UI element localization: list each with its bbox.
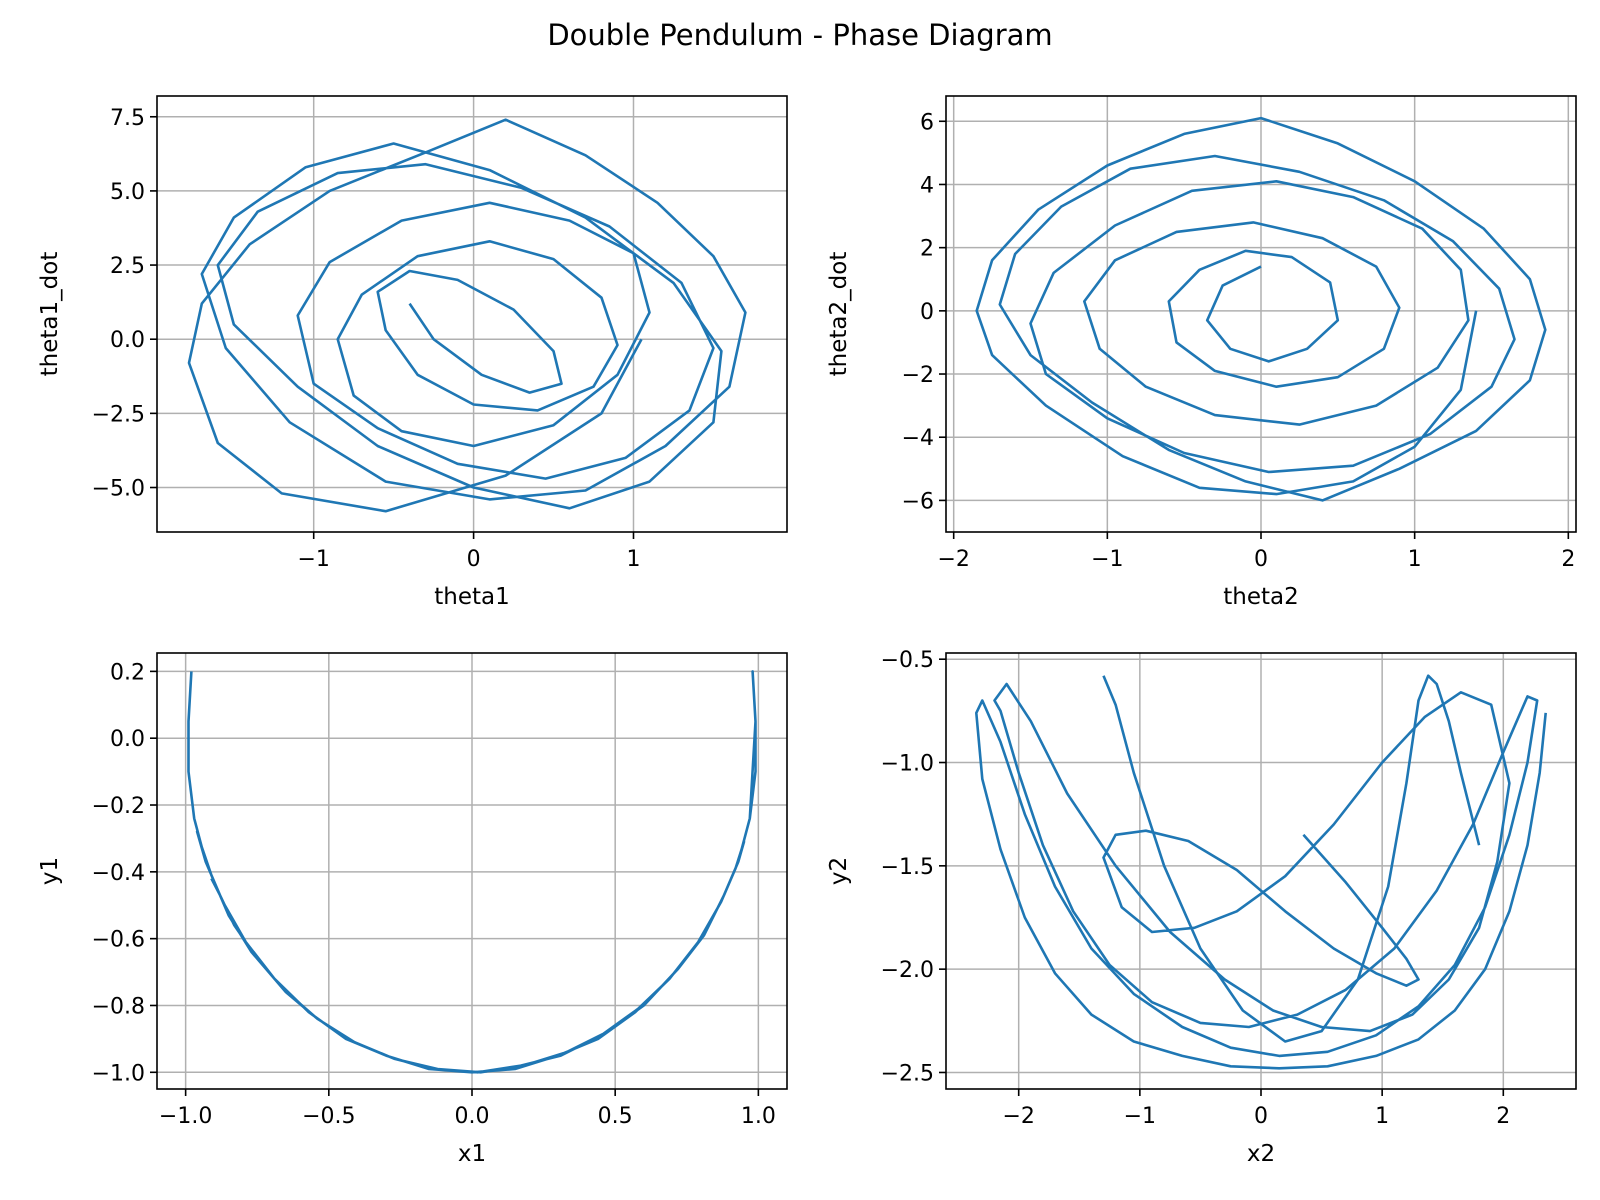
y-tick-label: 6 (920, 110, 934, 135)
series-line (975, 116, 1547, 502)
figure-title: Double Pendulum - Phase Diagram (547, 18, 1053, 52)
y-tick-label: 0.2 (110, 660, 145, 685)
y-tick-label: 2 (920, 237, 934, 262)
y-tick-label: −1.0 (92, 1061, 145, 1086)
y-tick-label: −0.8 (92, 994, 145, 1019)
y-tick-label: −5.0 (92, 477, 145, 502)
x-axis-label: x1 (458, 1141, 486, 1167)
x-tick-label: 1.0 (741, 1104, 776, 1129)
x-tick-label: −1 (297, 547, 329, 572)
y-tick-label: −0.5 (881, 648, 934, 673)
y-tick-label: −1.0 (881, 752, 934, 777)
y-tick-label: 0.0 (110, 727, 145, 752)
series-line (1102, 674, 1481, 1043)
y-tick-label: −2 (902, 363, 934, 388)
x-tick-label: −2 (937, 547, 969, 572)
x-tick-label: 1 (1408, 547, 1422, 572)
x-tick-label: 0.5 (598, 1104, 633, 1129)
y-tick-label: 0 (920, 300, 934, 325)
y-tick-label: 2.5 (110, 254, 145, 279)
x-axis-label: theta2 (1223, 584, 1299, 610)
x-tick-label: 1 (1375, 1104, 1389, 1129)
x-tick-label: 1 (626, 547, 640, 572)
series-line (187, 670, 757, 1074)
subplot-2: −2 −1 0 1 2 −6 −4 −2 0 2 4 6 theta2 theta2_dot (826, 95, 1577, 610)
y-tick-label: −0.4 (92, 861, 145, 886)
x-tick-label: −1 (1124, 1104, 1156, 1129)
x-axis-label: x2 (1247, 1141, 1275, 1167)
y-axis-label: y2 (826, 857, 852, 885)
y-tick-label: −1.5 (881, 855, 934, 880)
y-axis-label: theta2_dot (826, 252, 852, 377)
y-tick-label: −6 (902, 489, 934, 514)
x-tick-label: 0 (1254, 547, 1268, 572)
y-tick-label: −2.5 (92, 402, 145, 427)
x-axis-label: theta1 (434, 584, 510, 610)
y-axis-label: y1 (37, 857, 63, 885)
series-line (974, 682, 1547, 1070)
x-tick-label: 0 (467, 547, 481, 572)
subplot-1: −1 0 1 −5.0 −2.5 0.0 2.5 5.0 7.5 theta1 theta1_dot (37, 95, 788, 610)
y-tick-label: 7.5 (110, 106, 145, 131)
x-tick-label: 2 (1496, 1104, 1510, 1129)
x-tick-label: −0.5 (302, 1104, 355, 1129)
axes-frame (156, 95, 788, 533)
x-tick-label: −1 (1091, 547, 1123, 572)
x-tick-label: 2 (1561, 547, 1575, 572)
series-line (187, 118, 747, 513)
y-tick-label: −4 (902, 426, 934, 451)
y-tick-label: −2.5 (881, 1061, 934, 1086)
subplot-4: −2 −1 0 1 2 −2.5 −2.0 −1.5 −1.0 −0.5 x2 y2 (826, 648, 1577, 1167)
y-tick-label: 4 (920, 173, 934, 198)
x-tick-label: 0 (1254, 1104, 1268, 1129)
x-tick-label: −2 (1002, 1104, 1034, 1129)
x-tick-label: 0.0 (455, 1104, 490, 1129)
y-tick-label: 5.0 (110, 180, 145, 205)
y-axis-label: theta1_dot (37, 252, 63, 377)
subplot-3: −1.0 −0.5 0.0 0.5 1.0 −1.0 −0.8 −0.6 −0.4 −0.2 0.0… (37, 652, 788, 1167)
x-tick-label: −1.0 (159, 1104, 212, 1129)
y-tick-label: 0.0 (110, 328, 145, 353)
y-tick-label: −2.0 (881, 958, 934, 983)
y-tick-label: −0.6 (92, 928, 145, 953)
y-tick-label: −0.2 (92, 794, 145, 819)
